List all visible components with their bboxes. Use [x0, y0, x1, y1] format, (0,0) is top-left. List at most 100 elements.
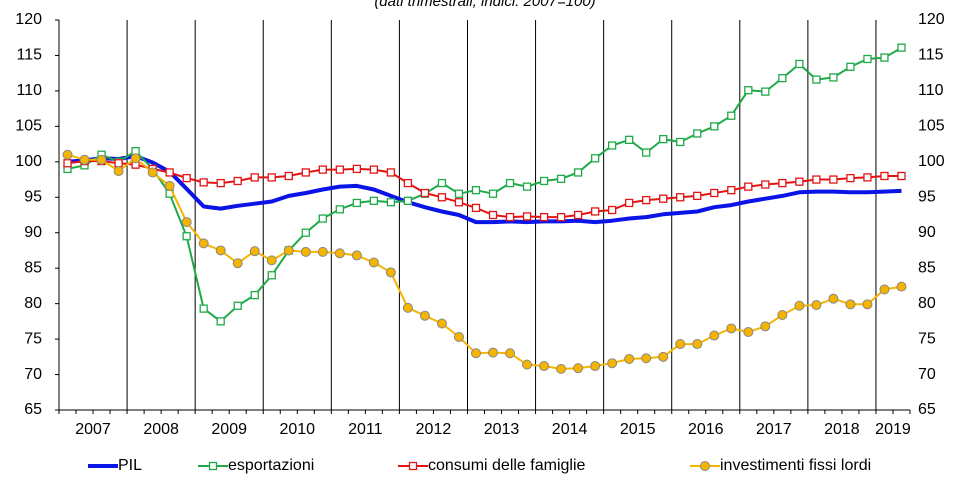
data-point [386, 198, 396, 207]
data-point [113, 166, 124, 177]
data-point [829, 73, 838, 82]
chart-subtitle: (dati trimestrali; indici: 2007=100) [374, 0, 595, 10]
y-tick-label: 100 [15, 153, 42, 170]
data-point [828, 293, 839, 304]
legend-label: esportazioni [228, 457, 314, 474]
data-point [250, 173, 259, 182]
x-tick-label: 2008 [143, 421, 179, 438]
data-point [352, 198, 362, 208]
x-tick-label: 2019 [875, 421, 911, 438]
data-point [897, 171, 906, 181]
data-point [216, 178, 225, 188]
data-point [573, 168, 583, 177]
data-point [385, 267, 396, 278]
data-point [335, 205, 344, 214]
data-point [368, 257, 379, 268]
data-point [233, 301, 242, 310]
x-tick-label: 2017 [756, 421, 792, 438]
y2-tick-label: 100 [918, 153, 945, 170]
data-point [470, 348, 481, 359]
data-point [130, 153, 141, 164]
data-point [522, 359, 533, 370]
data-point [488, 347, 499, 358]
y2-tick-label: 70 [918, 366, 936, 383]
data-point [624, 353, 635, 364]
y2-tick-label: 85 [918, 259, 936, 276]
data-point [369, 165, 379, 174]
data-point [760, 321, 771, 332]
data-point [795, 59, 804, 69]
data-point [573, 363, 584, 374]
data-point [556, 174, 566, 183]
data-point [590, 154, 600, 163]
data-point [727, 186, 736, 195]
data-point [845, 299, 856, 310]
data-point [573, 210, 583, 220]
legend-label: PIL [118, 457, 142, 474]
data-point [300, 246, 311, 257]
data-point [846, 62, 855, 71]
data-point [642, 195, 651, 205]
data-point [249, 246, 260, 257]
data-point [488, 210, 498, 220]
data-point [641, 353, 652, 364]
data-point [232, 258, 243, 269]
x-tick-label: 2014 [552, 421, 588, 438]
data-point [386, 168, 396, 177]
data-point [505, 348, 516, 359]
data-point [658, 351, 669, 362]
y-tick-label: 90 [24, 224, 42, 241]
data-point [607, 358, 618, 369]
data-point [709, 330, 720, 341]
legend-marker [408, 461, 418, 471]
data-point [215, 245, 226, 256]
data-point [556, 212, 566, 222]
data-point [471, 203, 481, 213]
legend-marker [208, 461, 218, 471]
data-point [777, 309, 788, 320]
data-point [812, 175, 821, 184]
data-point [63, 159, 72, 168]
data-point [862, 299, 873, 310]
series-line [67, 154, 902, 225]
data-point [283, 245, 294, 256]
y-tick-label: 65 [24, 401, 42, 418]
data-point [676, 137, 685, 147]
data-point [608, 141, 617, 150]
data-point [453, 331, 464, 342]
y-tick-label: 80 [24, 295, 42, 312]
data-point [744, 86, 753, 95]
data-point [590, 361, 601, 372]
data-point [863, 173, 872, 182]
y2-tick-label: 75 [918, 330, 936, 347]
data-point [266, 255, 277, 266]
y2-tick-label: 115 [918, 47, 944, 64]
data-point [147, 167, 158, 178]
data-point [96, 154, 107, 165]
data-point [488, 189, 498, 198]
data-point [301, 228, 310, 237]
data-point [811, 300, 822, 311]
y2-tick-label: 105 [918, 118, 945, 135]
data-point [199, 178, 208, 187]
data-point [539, 361, 550, 372]
data-point [522, 212, 532, 221]
data-point [761, 87, 770, 96]
data-point [880, 171, 889, 181]
data-point [181, 217, 192, 228]
data-point [794, 300, 805, 311]
x-tick-label: 2011 [348, 421, 383, 438]
data-point [744, 182, 753, 191]
x-tick-label: 2016 [688, 421, 724, 438]
data-point [556, 363, 567, 374]
data-point [334, 248, 345, 259]
x-tick-label: 2013 [484, 421, 520, 438]
data-point [761, 180, 770, 189]
x-tick-label: 2009 [211, 421, 247, 438]
data-point [896, 281, 907, 292]
data-point [625, 135, 634, 144]
data-point [437, 193, 447, 202]
data-point [351, 250, 362, 261]
data-point [675, 339, 686, 350]
y-tick-label: 120 [15, 11, 42, 28]
